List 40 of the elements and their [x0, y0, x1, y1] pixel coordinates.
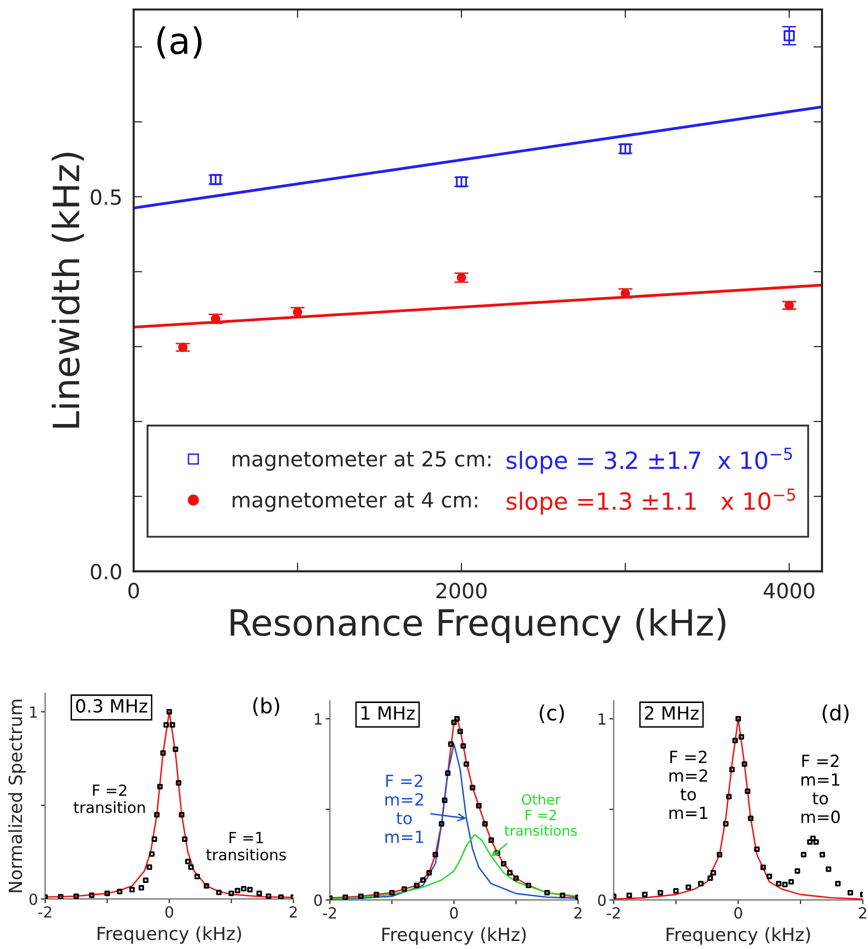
annotation: 0.3 MHz [76, 699, 148, 713]
x-tick-label: 0 [450, 907, 458, 919]
legend-label: magnetometer at 25 cm: [232, 450, 490, 471]
x-tick-label: 0 [165, 906, 174, 918]
annotation: F =2 transition [74, 784, 145, 814]
annotation: F =1 transitions [206, 832, 286, 860]
annotation: slope = 3.2 ±1.7 x 10$^{−5}$ [506, 448, 792, 474]
legend-label: magnetometer at 4 cm: [232, 492, 478, 512]
annotation: F =2 m=2 to m=1 [385, 774, 424, 843]
y-axis-title: Linewidth (kHz) [52, 152, 84, 428]
x-tick-label: -2 [38, 906, 52, 918]
y-tick-label: 0.0 [90, 564, 122, 580]
y-tick-label: 0.5 [90, 189, 121, 205]
x-tick-label: -2 [322, 907, 336, 918]
annotation: F =2 m=2 to m=1 [670, 750, 708, 819]
x-tick-label: -2 [606, 907, 620, 918]
x-tick-label: 2 [859, 907, 866, 918]
annotation: F =2 m=1 to m=0 [802, 754, 840, 824]
x-tick-label: 4000 [764, 582, 814, 599]
x-tick-label: 2 [574, 907, 582, 918]
annotation: 2 MHz [644, 706, 699, 720]
x-tick-label: 2000 [436, 582, 487, 599]
x-tick-label: 2 [290, 906, 297, 918]
annotation: (d) [822, 704, 849, 724]
annotation: slope =1.3 ±1.1 x 10$^{−5}$ [506, 488, 796, 515]
annotation: (b) [253, 697, 280, 716]
y-tick-label: 1 [30, 706, 37, 718]
x-axis-title: Frequency (kHz) [98, 926, 242, 944]
x-tick-label: 0 [128, 582, 139, 599]
annotation: 1 MHz [362, 706, 415, 720]
y-tick-label: 1 [314, 713, 322, 725]
x-axis-title: Resonance Frequency (kHz) [230, 608, 726, 644]
x-axis-title: Frequency (kHz) [382, 927, 526, 945]
annotation: (a) [157, 26, 202, 59]
annotation: Other F =2 transitions [504, 794, 577, 836]
x-axis-title: Frequency (kHz) [666, 927, 810, 945]
y-axis-title: Normalized Spectrum [8, 700, 26, 892]
annotation: (c) [540, 704, 564, 724]
x-tick-label: 0 [734, 907, 742, 919]
y-tick-label: 1 [598, 713, 606, 725]
